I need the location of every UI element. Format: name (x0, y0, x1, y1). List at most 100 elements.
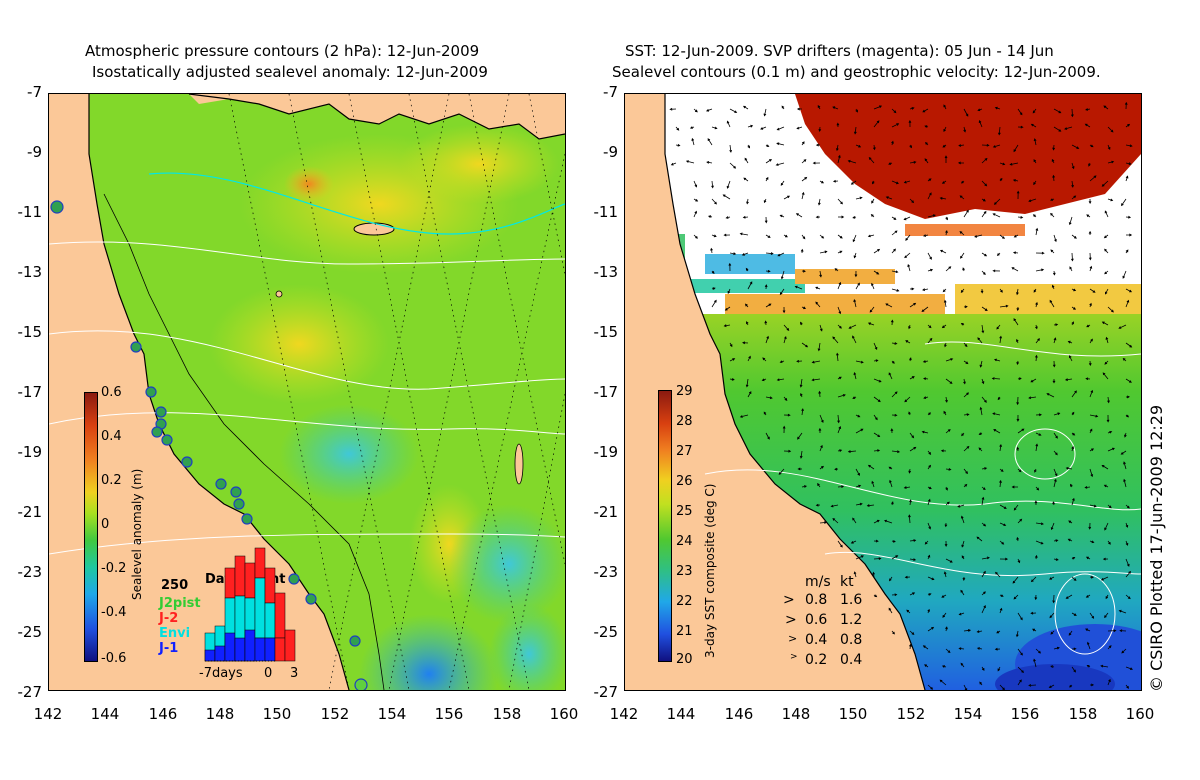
velocity-vector (1052, 379, 1056, 384)
velocity-vector (1104, 360, 1109, 365)
velocity-vector (1120, 450, 1127, 455)
velocity-vector (909, 592, 916, 596)
velocity-vector (783, 413, 791, 417)
velocity-vector (909, 144, 912, 149)
velocity-vector (1089, 389, 1094, 398)
x-tick: 146 (148, 705, 178, 723)
velocity-vector (924, 664, 929, 668)
velocity-vector (927, 554, 931, 560)
velocity-vector (927, 593, 932, 596)
velocity-vector (981, 306, 988, 311)
velocity-vector (711, 198, 717, 205)
velocity-vector (1028, 396, 1037, 400)
velocity-vector (747, 124, 754, 128)
x-tick: 160 (549, 705, 579, 723)
velocity-vector (837, 234, 843, 239)
velocity-vector (945, 558, 953, 563)
velocity-vector (939, 196, 947, 200)
velocity-vector (1125, 249, 1129, 254)
velocity-vector (945, 358, 954, 362)
velocity-vector (1053, 432, 1058, 439)
velocity-vector (978, 432, 983, 435)
y-tick: -13 (593, 263, 619, 281)
colorbar-tick: 0.6 (101, 385, 122, 400)
velocity-vector (1107, 447, 1115, 452)
velocity-vector (1089, 175, 1097, 182)
velocity-vector (1017, 468, 1022, 473)
colorbar-tick: -0.6 (101, 651, 127, 666)
velocity-vector (1071, 432, 1076, 436)
velocity-vector (922, 108, 929, 113)
velocity-vector (1124, 101, 1128, 110)
velocity-vector (945, 216, 948, 221)
velocity-vector (981, 180, 988, 187)
velocity-vector (873, 594, 878, 598)
velocity-vector (765, 144, 770, 147)
velocity-vector (1068, 520, 1073, 524)
velocity-vector (1125, 504, 1130, 509)
velocity-vector (1071, 612, 1077, 616)
velocity-vector (891, 630, 895, 635)
velocity-vector (1101, 464, 1109, 470)
data-count-inset: 250 Data count J2pist J-2 Envi J-1 -7day… (155, 538, 305, 688)
velocity-vector (1009, 162, 1019, 166)
velocity-vector (1053, 450, 1058, 456)
velocity-vector (942, 144, 947, 148)
velocity-vector (963, 126, 967, 133)
velocity-vector (693, 108, 698, 113)
velocity-vector (1064, 126, 1073, 130)
velocity-vector (940, 449, 947, 453)
velocity-vector (941, 594, 947, 598)
velocity-vector (855, 428, 864, 434)
velocity-vector (927, 576, 935, 581)
velocity-vector (943, 126, 947, 133)
velocity-vector (1012, 251, 1019, 255)
velocity-vector (799, 450, 803, 459)
velocity-vector (868, 156, 875, 164)
velocity-vector (1125, 162, 1132, 166)
velocity-header-kt: kt (840, 574, 854, 590)
velocity-vector (873, 120, 880, 128)
velocity-vector (1126, 233, 1133, 237)
velocity-vector (943, 410, 947, 416)
velocity-vector (981, 486, 986, 491)
velocity-vector (960, 252, 965, 259)
velocity-vector (960, 589, 965, 596)
velocity-vector (1050, 198, 1055, 201)
velocity-vector (1125, 540, 1129, 546)
velocity-vector (1103, 105, 1109, 110)
velocity-vector (873, 359, 879, 363)
velocity-vector (837, 198, 843, 205)
velocity-vector (979, 681, 983, 686)
velocity-vector (891, 140, 894, 146)
velocity-vector (1013, 504, 1019, 511)
velocity-vector (1125, 288, 1133, 293)
velocity-vector (763, 198, 767, 204)
colorbar-tick: 28 (676, 414, 693, 429)
velocity-vector (904, 396, 911, 403)
velocity-vector (1065, 466, 1073, 470)
velocity-vector (1101, 321, 1109, 326)
velocity-vector (782, 306, 786, 314)
velocity-vector (741, 252, 749, 256)
velocity-vector (1107, 126, 1114, 133)
velocity-vector (1071, 556, 1076, 560)
velocity-vector (909, 630, 915, 635)
velocity-vector (943, 571, 947, 578)
velocity-vector (837, 324, 842, 329)
velocity-vector (708, 215, 713, 218)
inset-x-label-zero: 0 (264, 666, 273, 681)
velocity-vector (1071, 234, 1077, 239)
velocity-vector (747, 391, 752, 398)
velocity-vector (837, 281, 842, 290)
y-tick: -23 (17, 563, 43, 581)
colorbar-tick: 0.4 (101, 429, 122, 444)
velocity-vector (764, 320, 768, 326)
velocity-ms: 0.8 (805, 592, 828, 608)
velocity-vector (1049, 576, 1055, 580)
velocity-vector (1071, 195, 1077, 200)
velocity-vector (963, 684, 968, 690)
velocity-vector (1064, 378, 1073, 382)
velocity-vector (891, 270, 899, 274)
velocity-vector (945, 501, 950, 506)
